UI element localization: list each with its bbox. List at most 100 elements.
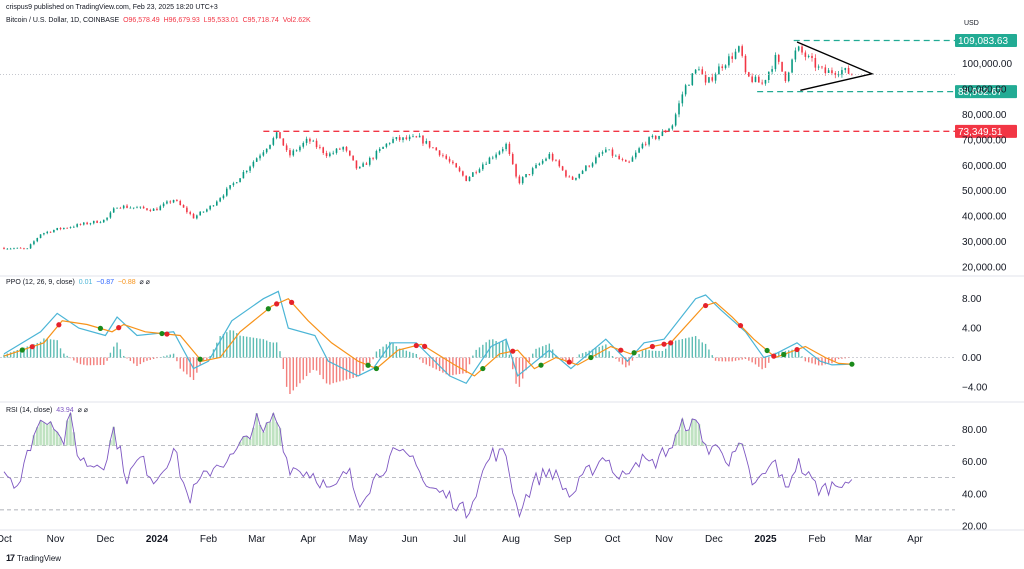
ppo-crossover-dot (618, 347, 624, 353)
candle-body (791, 59, 793, 73)
candle-body (339, 148, 341, 150)
ppo-crossover-dot (771, 353, 777, 359)
ppo-crossover-dot (29, 344, 35, 350)
candle-body (216, 201, 218, 206)
candle-body (186, 207, 188, 213)
candle-body (375, 150, 378, 159)
candle-body (521, 177, 524, 184)
price-axis-tick: 80,000.00 (962, 110, 1007, 121)
candle-body (648, 137, 650, 145)
candle-body (49, 231, 52, 233)
candle-body (748, 72, 750, 77)
candle-body (448, 158, 451, 162)
candle-body (728, 56, 730, 66)
candle-body (721, 66, 724, 69)
candle-body (605, 149, 607, 153)
ppo-crossover-dot (365, 362, 371, 368)
candle-body (801, 46, 803, 53)
candle-body (312, 140, 315, 142)
candle-body (511, 153, 514, 165)
candle-body (319, 147, 321, 148)
axes: 109,083.63 88,962.67 73,349.51 20,000.00 30,… (0, 33, 1024, 545)
candle-body (36, 238, 39, 242)
candle-body (565, 170, 567, 177)
candle-body (631, 157, 634, 162)
ppo-header: PPO (12, 26, 9, close) 0.01 −0.87 −0.88 … (6, 278, 150, 286)
candle-body (754, 76, 757, 82)
candle-body (122, 205, 125, 209)
candle-body (53, 230, 55, 233)
ppo-crossover-dot (510, 348, 516, 354)
open-value: O96,578.49 (123, 17, 160, 24)
candle-body (794, 50, 797, 60)
ppo-crossover-dot (661, 341, 667, 347)
rsi-pane (0, 411, 955, 520)
price-axis-tick: 20,000.00 (962, 262, 1007, 273)
candle-body (435, 147, 438, 151)
x-axis-tick: Nov (47, 534, 65, 545)
candle-body (212, 205, 215, 207)
candle-body (169, 201, 172, 203)
candle-body (209, 205, 211, 210)
level-badge (955, 85, 1017, 99)
candle-body (136, 207, 138, 209)
candle-body (531, 168, 534, 175)
candle-body (525, 174, 527, 178)
price-axis-tick: 70,000.00 (962, 135, 1007, 146)
ppo-signal-line (3, 297, 852, 377)
candle-body (392, 138, 394, 143)
ppo-signal-value: −0.88 (117, 279, 136, 286)
rsi-visibility-icons[interactable]: ⌀ ⌀ (77, 407, 88, 414)
candle-body (844, 67, 847, 71)
candle-body (561, 166, 564, 171)
x-axis-tick: Jun (402, 534, 418, 545)
candle-body (654, 135, 657, 139)
candle-body (475, 172, 477, 174)
ppo-title: PPO (12, 26, 9, close) (6, 279, 75, 286)
candle-body (295, 150, 298, 152)
candle-body (26, 248, 29, 250)
level-badge (955, 33, 1017, 47)
candle-body (472, 172, 474, 177)
candle-body (329, 153, 331, 157)
candle-body (495, 154, 497, 158)
candle-body (352, 155, 354, 161)
ppo-crossover-dot (274, 301, 280, 307)
candle-body (96, 220, 98, 223)
candle-body (767, 71, 770, 80)
candle-body (56, 227, 59, 231)
candle-body (595, 157, 597, 164)
tradingview-footer[interactable]: 17 TradingView (6, 553, 61, 563)
x-axis-tick: Mar (855, 534, 873, 545)
candle-body (408, 136, 411, 140)
ppo-visibility-icons[interactable]: ⌀ ⌀ (139, 279, 150, 286)
candle-body (405, 137, 408, 140)
x-axis-tick: May (349, 534, 368, 545)
candle-body (206, 209, 208, 212)
candle-body (804, 52, 807, 57)
candle-body (624, 160, 627, 162)
candle-body (196, 215, 198, 219)
candle-body (202, 211, 205, 213)
candle-body (362, 163, 364, 167)
candle-body (275, 132, 278, 139)
candle-body (126, 205, 128, 208)
candle-body (452, 161, 454, 164)
candle-body (771, 69, 773, 72)
candle-body (764, 79, 767, 84)
candle-body (29, 244, 32, 249)
ppo-crossover-dot (265, 306, 271, 312)
candle-body (289, 150, 291, 156)
candle-body (345, 146, 348, 151)
candle-body (541, 160, 544, 164)
candle-body (841, 70, 843, 75)
candle-body (142, 206, 145, 209)
candle-body (708, 77, 710, 83)
candle-body (23, 248, 25, 250)
candle-body (265, 148, 268, 153)
candle-body (701, 69, 704, 75)
candle-body (432, 147, 434, 149)
candle-body (335, 148, 338, 153)
candle-body (325, 152, 328, 157)
